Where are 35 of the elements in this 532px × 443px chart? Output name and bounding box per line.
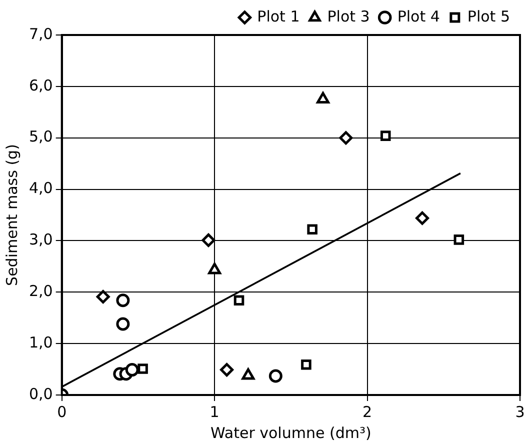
- x-tick-label: 3: [515, 402, 525, 421]
- x-tick-label: 2: [362, 402, 372, 421]
- y-tick-label: 5,0: [28, 128, 53, 146]
- y-tick-label: 6,0: [28, 76, 53, 94]
- point: [380, 130, 391, 141]
- x-tick-label: 1: [210, 402, 220, 421]
- point: [316, 92, 330, 104]
- y-tick-label: 7,0: [28, 24, 53, 43]
- point: [234, 295, 244, 306]
- legend-label: Plot 1: [257, 7, 300, 26]
- point: [339, 131, 353, 145]
- y-tick-label: 0,0: [28, 384, 53, 403]
- point: [202, 233, 216, 247]
- point: [268, 369, 282, 383]
- y-tick-label: 1,0: [28, 333, 53, 352]
- y-axis-title: Sediment mass (g): [2, 144, 21, 286]
- legend-label: Plot 4: [397, 7, 440, 26]
- point: [220, 363, 234, 377]
- y-tick-label: 3,0: [28, 230, 53, 249]
- legend-label: Plot 3: [327, 7, 370, 26]
- point: [454, 234, 464, 245]
- point: [96, 290, 110, 304]
- y-tick-label: 4,0: [28, 179, 53, 198]
- point: [116, 294, 130, 308]
- legend-label: Plot 5: [467, 7, 510, 26]
- x-tick-label: 0: [57, 402, 67, 421]
- point: [116, 317, 130, 331]
- point: [301, 360, 312, 370]
- point: [125, 363, 139, 377]
- y-tick-label: 2,0: [28, 282, 53, 300]
- x-axis-title: Water volumne (dm³): [210, 424, 372, 442]
- point: [307, 224, 318, 235]
- point: [416, 211, 430, 225]
- point: [208, 262, 222, 274]
- point: [138, 364, 148, 374]
